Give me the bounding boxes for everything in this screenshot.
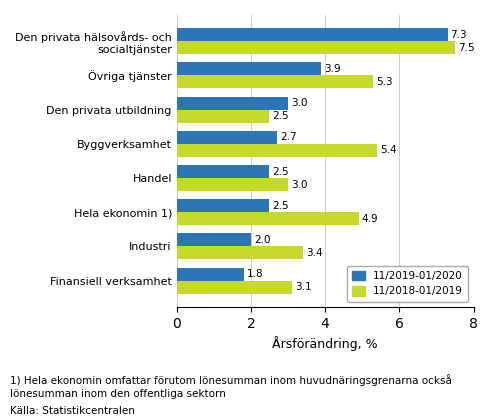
Text: 5.4: 5.4 <box>380 145 397 155</box>
Text: 1) Hela ekonomin omfattar förutom lönesumman inom huvudnäringsgrenarna också: 1) Hela ekonomin omfattar förutom lönesu… <box>10 374 452 386</box>
Text: 3.9: 3.9 <box>324 64 341 74</box>
Bar <box>176 75 373 89</box>
Text: 4.9: 4.9 <box>361 214 378 224</box>
Text: 5.3: 5.3 <box>376 77 393 87</box>
Bar <box>176 41 455 54</box>
Text: Källa: Statistikcentralen: Källa: Statistikcentralen <box>10 406 135 416</box>
Bar <box>176 131 277 144</box>
Bar <box>176 97 288 110</box>
Text: 2.5: 2.5 <box>273 201 289 210</box>
Bar <box>176 267 244 280</box>
Text: 3.0: 3.0 <box>291 180 308 190</box>
Text: 1.8: 1.8 <box>246 269 263 279</box>
Text: 7.3: 7.3 <box>451 30 467 40</box>
Text: 2.7: 2.7 <box>280 132 296 142</box>
Text: 3.0: 3.0 <box>291 98 308 108</box>
Text: 2.5: 2.5 <box>273 166 289 176</box>
Bar <box>176 280 292 294</box>
Text: lönesumman inom den offentliga sektorn: lönesumman inom den offentliga sektorn <box>10 389 226 399</box>
Text: 7.5: 7.5 <box>458 43 475 53</box>
Bar <box>176 233 251 246</box>
Bar <box>176 246 303 260</box>
Text: 3.4: 3.4 <box>306 248 322 258</box>
Text: 2.0: 2.0 <box>254 235 271 245</box>
Bar <box>176 28 448 41</box>
Bar <box>176 212 358 225</box>
X-axis label: Årsförändring, %: Årsförändring, % <box>272 336 378 351</box>
Legend: 11/2019-01/2020, 11/2018-01/2019: 11/2019-01/2020, 11/2018-01/2019 <box>347 265 468 302</box>
Bar <box>176 199 270 212</box>
Bar <box>176 110 270 123</box>
Bar <box>176 144 377 157</box>
Bar <box>176 165 270 178</box>
Bar <box>176 62 321 75</box>
Bar <box>176 178 288 191</box>
Text: 2.5: 2.5 <box>273 111 289 121</box>
Text: 3.1: 3.1 <box>295 282 312 292</box>
